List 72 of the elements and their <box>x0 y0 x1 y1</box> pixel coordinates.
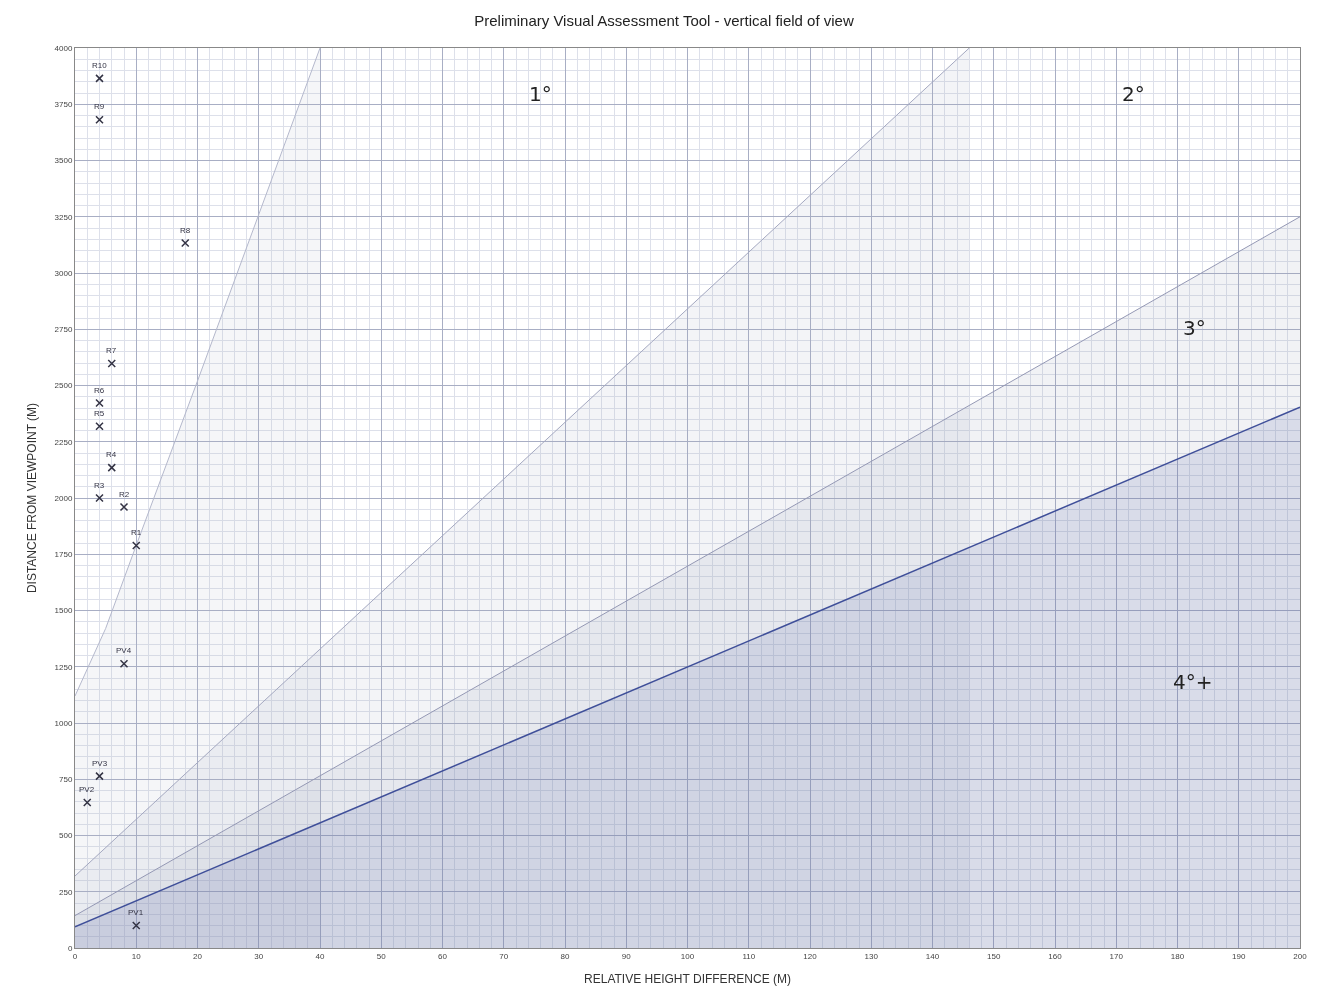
y-tick-label: 3250 <box>54 212 73 222</box>
annotation: R9 <box>94 102 105 111</box>
annotation: 2° <box>1122 82 1145 106</box>
annotation: 3° <box>1183 316 1206 340</box>
point <box>95 421 104 431</box>
point <box>132 921 141 930</box>
x-tick-label: 180 <box>1170 951 1185 961</box>
annotation: R4 <box>106 450 117 459</box>
x-axis-title: RELATIVE HEIGHT DIFFERENCE (M) <box>584 972 791 987</box>
point <box>132 541 141 550</box>
y-tick-label: 2000 <box>54 493 73 503</box>
chart-title: Preliminary Visual Assessment Tool - vertical field of view <box>474 11 854 29</box>
point <box>107 359 116 368</box>
y-tick-label: 250 <box>59 887 73 897</box>
point <box>119 502 129 512</box>
annotation: PV2 <box>79 785 95 794</box>
point <box>181 238 190 248</box>
x-tick-label: 150 <box>987 951 1001 961</box>
point <box>83 798 92 807</box>
x-tick-label: 70 <box>499 951 509 961</box>
y-tick-label: 2250 <box>54 437 73 447</box>
y-tick-label: 750 <box>59 775 73 785</box>
y-tick-label: 3750 <box>54 100 73 110</box>
point <box>95 771 104 781</box>
x-tick-label: 80 <box>560 951 570 961</box>
y-tick-label: 2500 <box>54 381 73 391</box>
y-tick-label: 1750 <box>54 550 73 560</box>
x-tick-label: 60 <box>438 951 448 961</box>
x-tick-label: 120 <box>803 951 818 961</box>
y-tick-label: 500 <box>59 831 73 841</box>
y-tick-label: 3000 <box>54 268 73 278</box>
y-axis-title: DISTANCE FROM VIEWPOINT (M) <box>24 402 39 594</box>
y-tick-label: 1500 <box>54 606 73 616</box>
annotation: R2 <box>119 490 130 499</box>
point <box>119 659 129 669</box>
annotation: R10 <box>92 61 108 70</box>
annotation: R3 <box>94 481 105 490</box>
x-tick-label: 110 <box>742 951 756 961</box>
point <box>95 398 104 408</box>
point <box>95 493 104 503</box>
y-tick-label: 0 <box>67 943 73 953</box>
x-tick-label: 100 <box>680 951 695 961</box>
annotation: R6 <box>94 386 105 395</box>
x-tick-label: 50 <box>376 951 387 961</box>
x-tick-label: 30 <box>254 951 264 961</box>
x-tick-label: 20 <box>193 951 203 961</box>
y-tick-label: 3500 <box>54 156 73 166</box>
x-tick-label: 130 <box>864 951 879 961</box>
x-tick-label: 90 <box>621 951 632 961</box>
point <box>107 463 116 472</box>
y-tick-label: 1000 <box>54 718 73 728</box>
x-tick-label: 10 <box>131 951 142 961</box>
annotation: PV1 <box>128 908 144 917</box>
annotation: R7 <box>106 346 117 355</box>
point <box>95 115 104 125</box>
x-tick-label: 190 <box>1232 951 1246 961</box>
annotation: R5 <box>94 409 105 418</box>
annotation: 4°+ <box>1173 670 1213 694</box>
y-tick-label: 1250 <box>54 662 73 672</box>
y-tick-label: 4000 <box>54 43 73 53</box>
annotation: R8 <box>180 226 191 235</box>
annotation: PV3 <box>92 759 108 768</box>
x-tick-label: 40 <box>315 951 325 961</box>
point <box>95 74 104 83</box>
x-tick-label: 170 <box>1109 951 1124 961</box>
annotation: 1° <box>529 82 552 106</box>
x-tick-label: 160 <box>1048 951 1063 961</box>
y-tick-label: 2750 <box>54 325 73 335</box>
annotation: R1 <box>131 528 142 537</box>
annotation: PV4 <box>116 646 132 655</box>
x-tick-label: 140 <box>925 951 940 961</box>
x-tick-label: 200 <box>1293 951 1308 961</box>
